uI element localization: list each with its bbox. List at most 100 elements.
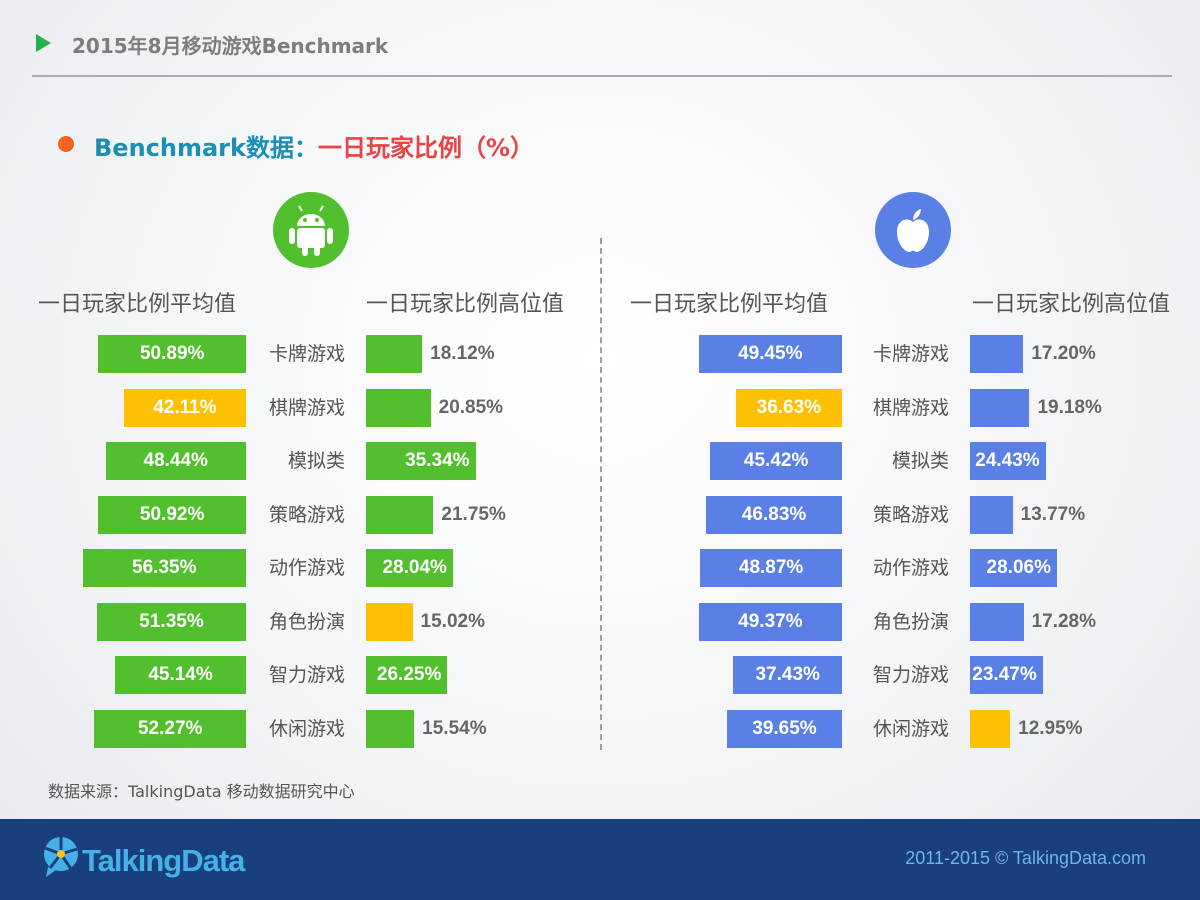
chart-title-part2: 一日玩家比例（%）: [317, 134, 535, 162]
footer: TalkingData 2011-2015 © TalkingData.com: [0, 819, 1200, 900]
android-high-value-label: 18.12%: [430, 343, 495, 364]
android-high-value-label: 28.04%: [382, 557, 447, 578]
chart-title: Benchmark数据：一日玩家比例（%）: [94, 128, 534, 163]
ios-high-bar: [970, 602, 1024, 641]
android-category-label: 休闲游戏: [268, 717, 345, 740]
ios-avg-value-label: 48.87%: [738, 557, 804, 578]
ios-high-bar: [970, 495, 1013, 534]
android-avg-value-label: 50.92%: [139, 503, 205, 525]
android-avg-bar: [115, 656, 246, 694]
ios-high-bar: [970, 388, 1030, 427]
android-high-value-label: 15.54%: [422, 717, 487, 739]
header-divider: [32, 75, 1172, 77]
ios-high-value-label: 24.43%: [975, 450, 1040, 471]
android-category-label: 棋牌游戏: [268, 396, 345, 419]
android-high-bar: [366, 549, 453, 587]
android-avg-bar: [82, 549, 246, 587]
ios-category-label: 卡牌游戏: [872, 343, 949, 365]
footer-logo-text: TalkingData: [82, 843, 245, 878]
ios-avg-header: 一日玩家比例平均值: [630, 292, 829, 317]
ios-category-label: 角色扮演: [872, 610, 949, 633]
ios-high-bar: [970, 442, 1046, 480]
android-avg-value-label: 48.44%: [143, 450, 208, 471]
title-arrow-icon: [36, 34, 51, 52]
android-category-label: 角色扮演: [268, 610, 345, 633]
ios-avg-bar: [698, 602, 842, 641]
android-avg-bar: [98, 495, 246, 534]
android-category-label: 智力游戏: [268, 664, 345, 686]
android-high-value-label: 21.75%: [441, 503, 506, 525]
ios-avg-bar: [735, 388, 842, 427]
android-avg-bar: [123, 388, 246, 427]
data-source: 数据来源：TalkingData 移动数据研究中心: [48, 782, 355, 801]
apple-icon: [875, 192, 951, 268]
bullet-icon: [58, 136, 74, 152]
android-high-bar: [366, 602, 413, 641]
ios-avg-bar: [727, 709, 842, 748]
android-high-header: 一日玩家比例高位值: [366, 292, 565, 317]
android-avg-value-label: 42.11%: [153, 396, 217, 418]
platform-divider: [600, 238, 602, 750]
android-category-label: 策略游戏: [268, 503, 345, 526]
android-high-bar: [366, 388, 431, 427]
android-avg-bar: [97, 602, 246, 641]
ios-avg-value-label: 39.65%: [752, 717, 817, 739]
ios-high-value-label: 12.95%: [1018, 717, 1083, 739]
android-high-bar: [366, 709, 415, 748]
ios-avg-value-label: 45.42%: [743, 450, 809, 471]
ios-high-header: 一日玩家比例高位值: [972, 292, 1171, 317]
android-avg-header: 一日玩家比例平均值: [38, 292, 237, 317]
android-avg-value-label: 50.89%: [139, 343, 205, 364]
ios-category-label: 棋牌游戏: [872, 396, 949, 419]
android-avg-bar: [98, 335, 246, 373]
chart-title-part1: Benchmark数据：: [94, 134, 318, 162]
ios-high-value-label: 19.18%: [1037, 396, 1102, 418]
ios-avg-value-label: 36.63%: [756, 396, 822, 418]
ios-avg-bar: [710, 442, 842, 480]
ios-high-value-label: 17.28%: [1031, 610, 1097, 632]
ios-avg-bar: [700, 549, 842, 587]
ios-high-bar: [970, 335, 1024, 373]
ios-category-label: 策略游戏: [872, 503, 949, 526]
ios-avg-value-label: 49.45%: [738, 343, 803, 364]
android-avg-bar: [105, 442, 246, 480]
android-avg-value-label: 45.14%: [148, 664, 213, 685]
android-avg-bar: [94, 709, 246, 748]
ios-high-value-label: 17.20%: [1031, 343, 1096, 364]
ios-high-bar: [970, 656, 1043, 694]
android-avg-value-label: 52.27%: [137, 717, 203, 739]
ios-category-label: 休闲游戏: [872, 717, 949, 740]
android-avg-value-label: 51.35%: [139, 610, 204, 632]
ios-category-label: 动作游戏: [872, 557, 949, 579]
ios-category-label: 模拟类: [891, 450, 949, 472]
ios-avg-value-label: 46.83%: [741, 503, 807, 525]
copyright: 2011-2015 © TalkingData.com: [905, 848, 1146, 868]
android-high-bar: [366, 442, 476, 480]
android-high-value-label: 35.34%: [405, 450, 470, 471]
ios-high-value-label: 28.06%: [986, 557, 1051, 578]
ios-category-label: 智力游戏: [872, 664, 949, 686]
android-high-value-label: 20.85%: [438, 396, 504, 418]
ios-avg-bar: [733, 656, 842, 694]
ios-avg-bar: [706, 495, 842, 534]
android-category-label: 动作游戏: [268, 557, 345, 579]
android-category-label: 模拟类: [287, 450, 345, 472]
android-high-bar: [366, 656, 448, 694]
ios-avg-bar: [698, 335, 842, 373]
android-icon: [273, 192, 349, 268]
android-high-value-label: 26.25%: [376, 664, 442, 685]
android-high-value-label: 15.02%: [420, 610, 485, 632]
android-category-label: 卡牌游戏: [268, 343, 345, 365]
android-high-bar: [366, 495, 434, 534]
android-high-bar: [366, 335, 423, 373]
ios-high-value-label: 23.47%: [972, 664, 1037, 685]
ios-high-bar: [970, 549, 1057, 587]
ios-avg-value-label: 37.43%: [755, 664, 820, 685]
page-title: 2015年8月移动游戏Benchmark: [72, 34, 389, 58]
ios-avg-value-label: 49.37%: [738, 610, 803, 632]
ios-high-bar: [970, 709, 1011, 748]
android-avg-value-label: 56.35%: [132, 557, 197, 578]
talkingdata-logo: [42, 835, 80, 879]
ios-high-value-label: 13.77%: [1020, 503, 1086, 525]
